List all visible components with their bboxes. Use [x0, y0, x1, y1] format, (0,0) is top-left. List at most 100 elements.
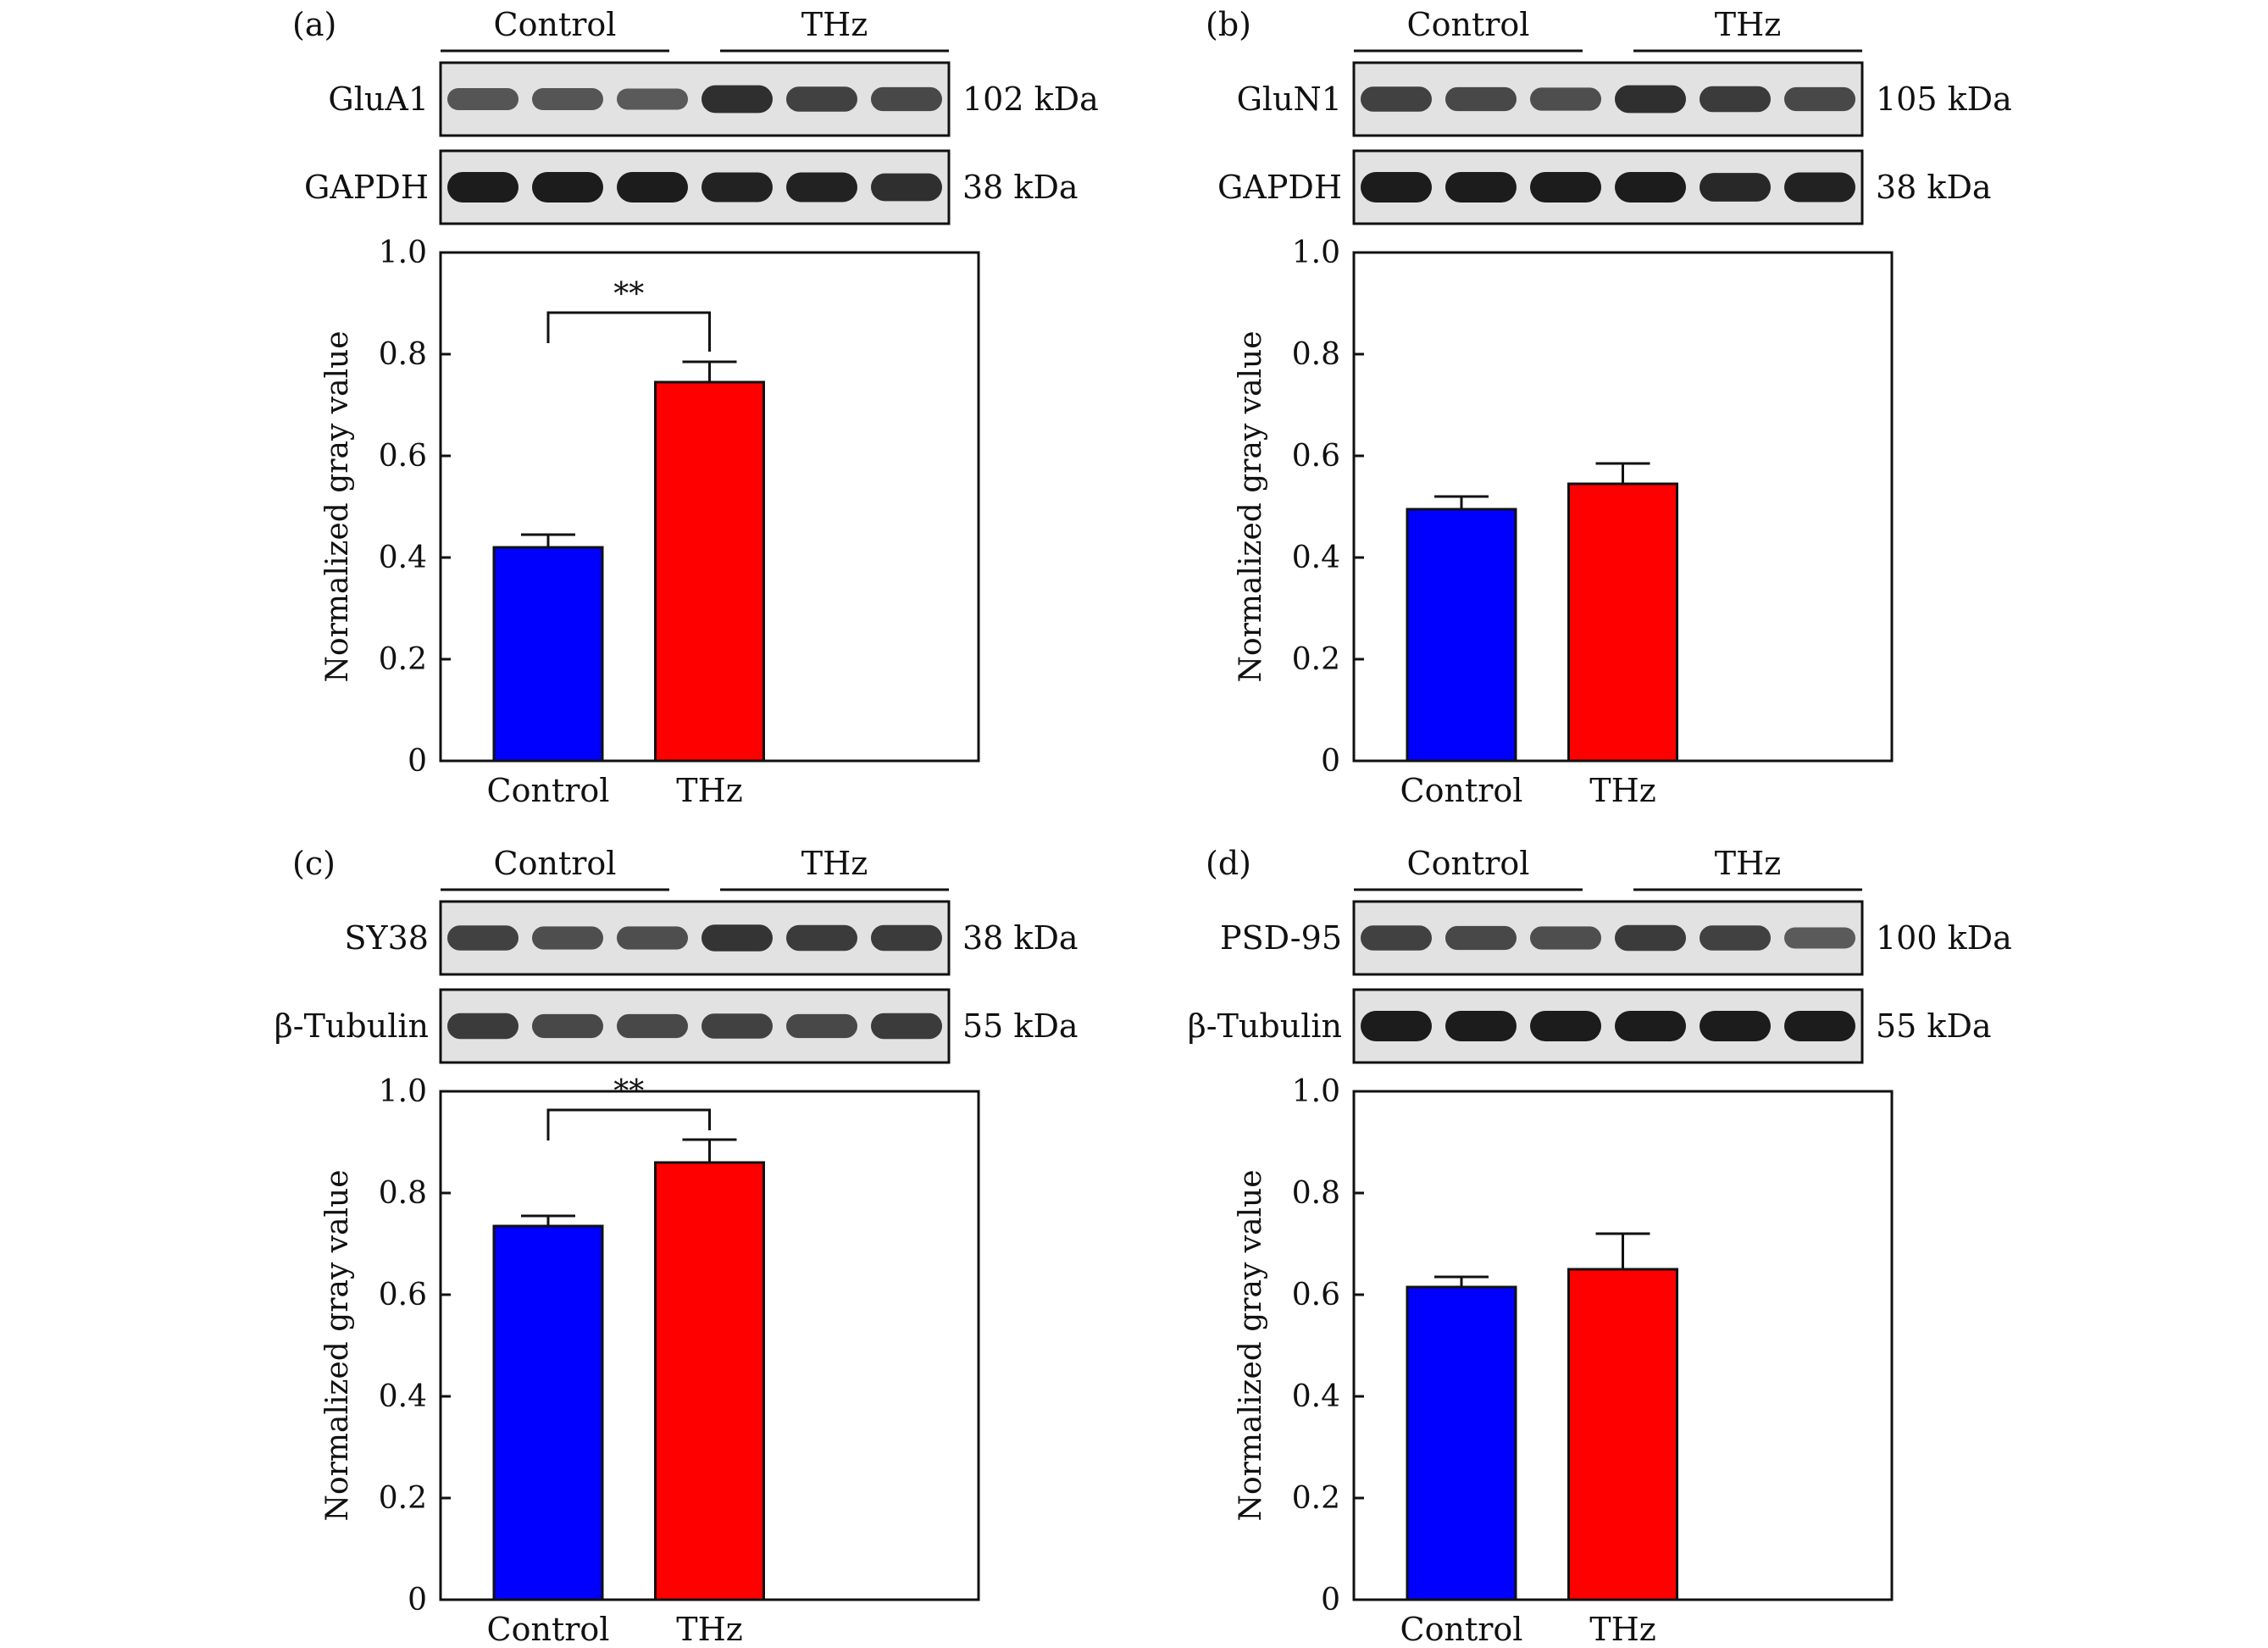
bar-thz: [1567, 482, 1678, 763]
blot-frame: [1352, 149, 1864, 225]
group-label-control: Control: [1407, 845, 1530, 882]
category-label: Control: [487, 1611, 610, 1648]
kda-label: 105 kDa: [1876, 80, 2012, 118]
kda-label: 55 kDa: [1876, 1007, 1992, 1045]
y-axis-title: Normalized gray value: [1234, 1169, 1268, 1521]
blot-band: [1700, 86, 1771, 113]
panel-d: (d) Control THz PSD-95 100 kDa β-Tubulin 55 kD…: [1188, 845, 2012, 1648]
blot-band: [786, 172, 857, 203]
y-tick-label: 0.6: [1292, 1278, 1340, 1312]
blot-band: [786, 1013, 857, 1039]
category-label: THz: [676, 1611, 743, 1648]
y-tick-label: 0: [1321, 744, 1340, 779]
y-tick-label: 1.0: [1292, 1074, 1340, 1109]
protein-label: GluA1: [328, 80, 429, 118]
y-axis-title: Normalized gray value: [1234, 330, 1268, 682]
blot-frame: [439, 149, 951, 225]
blot-frame: [439, 988, 951, 1064]
bar-chart: 0 0.2 0.4 0.6 0.8 1.0 Normalized gray value Con…: [320, 1074, 980, 1648]
kda-label: 102 kDa: [962, 80, 1099, 118]
y-tick-label: 0: [408, 1583, 427, 1617]
blot-band: [447, 172, 518, 203]
blot-band: [1445, 172, 1517, 203]
kda-label: 38 kDa: [962, 919, 1079, 957]
blot-band: [532, 926, 603, 950]
blot-band: [871, 173, 942, 202]
group-label-control: Control: [494, 6, 617, 43]
blot-1: β-Tubulin 55 kDa: [1188, 988, 1992, 1064]
y-tick-label: 0.8: [379, 1176, 427, 1211]
y-axis-title: Normalized gray value: [320, 1169, 355, 1521]
group-label-thz: THz: [1715, 6, 1782, 43]
blot-band: [1700, 1011, 1771, 1041]
blot-band: [1615, 1011, 1686, 1041]
blot-band: [1784, 1011, 1855, 1041]
blot-band: [1361, 172, 1432, 203]
blot-0: GluN1 105 kDa: [1237, 61, 2012, 137]
blot-band: [871, 1013, 942, 1040]
category-label: THz: [1589, 1611, 1656, 1648]
y-tick-label: 0.2: [379, 642, 427, 677]
y-tick-label: 0.2: [1292, 642, 1340, 677]
panel-label: (d): [1206, 845, 1251, 882]
bar-control: [492, 546, 604, 763]
y-tick-label: 0.2: [1292, 1481, 1340, 1516]
blot-band: [1445, 1011, 1517, 1041]
y-tick-label: 0.8: [1292, 1176, 1340, 1211]
blot-1: GAPDH 38 kDa: [1217, 149, 1992, 225]
y-tick-label: 0.4: [1292, 1379, 1340, 1414]
y-tick-label: 0.6: [1292, 439, 1340, 474]
kda-label: 55 kDa: [962, 1007, 1079, 1045]
significance-bracket: [546, 1108, 711, 1140]
y-tick-label: 1.0: [1292, 236, 1340, 270]
significance-label: **: [613, 277, 644, 312]
blot-0: GluA1 102 kDa: [328, 61, 1099, 137]
protein-label: SY38: [345, 919, 429, 957]
y-tick-label: 1.0: [379, 1074, 427, 1109]
bar-thz: [654, 380, 765, 763]
blot-band: [701, 172, 773, 203]
blot-band: [1361, 1011, 1432, 1041]
blot-band: [532, 172, 603, 203]
y-tick-label: 0.2: [379, 1481, 427, 1516]
group-label-thz: THz: [801, 6, 868, 43]
kda-label: 100 kDa: [1876, 919, 2012, 957]
bar-chart: 0 0.2 0.4 0.6 0.8 1.0 Normalized gray value Con…: [1234, 236, 1894, 809]
blot-band: [1615, 85, 1686, 114]
blot-band: [1361, 86, 1432, 112]
bar-control: [1406, 508, 1517, 763]
category-label: THz: [1589, 772, 1656, 809]
bar-thz: [654, 1161, 765, 1601]
y-tick-label: 0.4: [1292, 541, 1340, 575]
blot-band: [1445, 86, 1517, 112]
blot-0: SY38 38 kDa: [345, 900, 1079, 976]
blot-band: [701, 85, 773, 114]
y-tick-label: 0.6: [379, 439, 427, 474]
group-label-thz: THz: [801, 845, 868, 882]
y-tick-label: 0: [408, 744, 427, 779]
protein-label: β-Tubulin: [1188, 1007, 1342, 1045]
kda-label: 38 kDa: [962, 169, 1079, 206]
blot-band: [532, 1013, 603, 1039]
blot-band: [1700, 925, 1771, 951]
blot-band: [617, 1013, 688, 1039]
blot-frame: [1352, 900, 1864, 976]
blot-band: [617, 88, 688, 110]
bar-chart: 0 0.2 0.4 0.6 0.8 1.0 Normalized gray value Con…: [320, 236, 980, 809]
blot-band: [447, 1013, 518, 1040]
blot-frame: [439, 61, 951, 137]
blot-band: [1530, 926, 1601, 950]
protein-label: PSD-95: [1220, 919, 1342, 957]
blot-band: [1784, 86, 1855, 112]
category-label: THz: [676, 772, 743, 809]
blot-band: [701, 924, 773, 952]
y-axis-title: Normalized gray value: [320, 330, 355, 682]
blot-band: [447, 87, 518, 111]
blot-band: [1530, 87, 1601, 111]
kda-label: 38 kDa: [1876, 169, 1992, 206]
y-tick-label: 0.8: [1292, 337, 1340, 372]
bar-thz: [1567, 1268, 1678, 1601]
blot-band: [1784, 172, 1855, 203]
group-label-control: Control: [1407, 6, 1530, 43]
